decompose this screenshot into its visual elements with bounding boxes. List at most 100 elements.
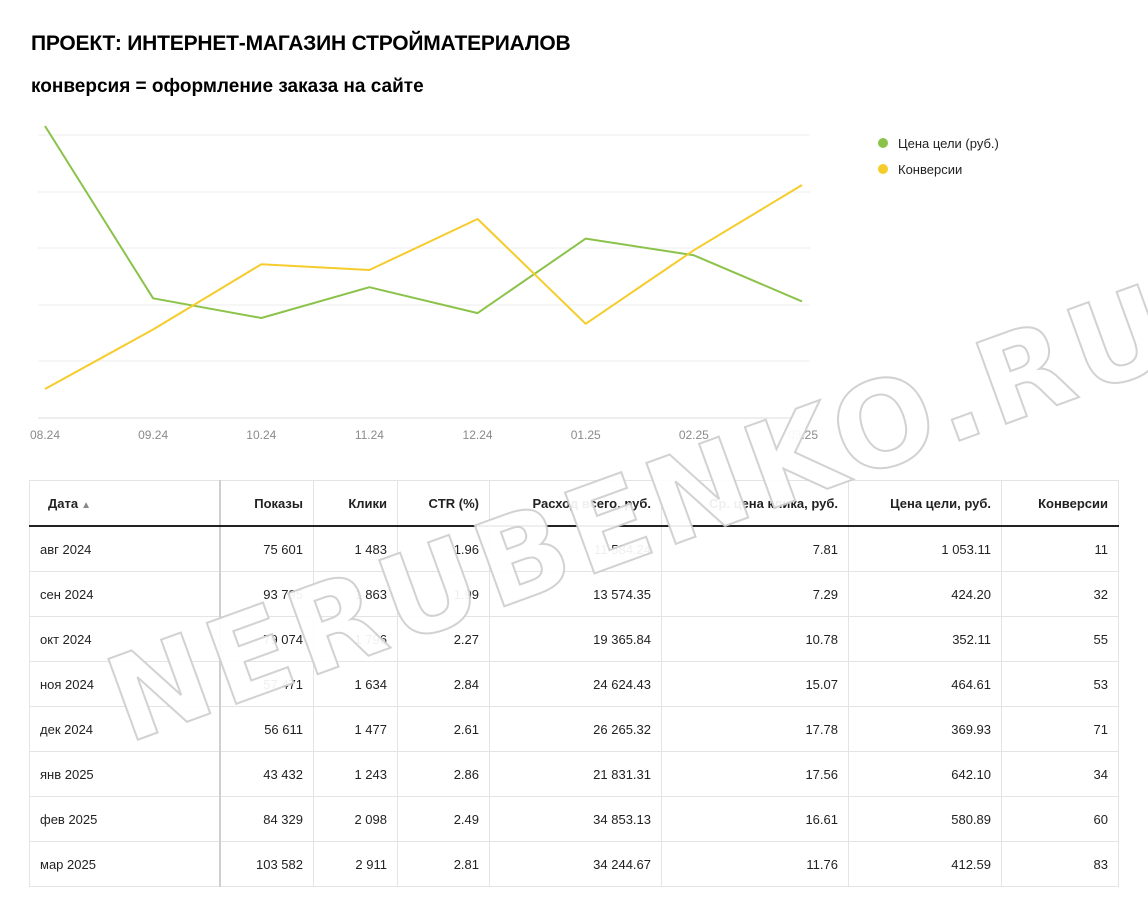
table-cell: окт 2024: [29, 616, 221, 662]
column-header[interactable]: Ср. цена клика, руб.: [661, 480, 849, 527]
table-cell: 10.78: [661, 616, 849, 662]
table-cell: 84 329: [219, 796, 314, 842]
table-cell: 53: [1001, 661, 1119, 707]
table-cell: авг 2024: [29, 525, 221, 572]
column-header[interactable]: CTR (%): [397, 480, 490, 527]
table-cell: 34: [1001, 751, 1119, 797]
table-cell: 2.61: [397, 706, 490, 752]
series-line-goal-price: [44, 125, 803, 319]
table-cell: 13 574.35: [489, 571, 662, 617]
column-header-label: Дата: [48, 495, 79, 511]
x-tick-label: 09.24: [138, 428, 168, 442]
table-cell: 21 831.31: [489, 751, 662, 797]
legend-label: Цена цели (руб.): [898, 135, 999, 151]
table-row: сен 2024 93 795 1 863 1.99 13 574.35 7.29 424.…: [29, 571, 1119, 617]
table-cell: 2.81: [397, 841, 490, 887]
x-tick-label: 12.24: [463, 428, 493, 442]
table-cell: 71: [1001, 706, 1119, 752]
table-cell: дек 2024: [29, 706, 221, 752]
table-row: мар 2025 103 582 2 911 2.81 34 244.67 11.76 41…: [29, 841, 1119, 887]
table-cell: сен 2024: [29, 571, 221, 617]
column-header-label: Ср. цена клика, руб.: [709, 495, 838, 511]
table-cell: 43 432: [219, 751, 314, 797]
table-cell: 7.81: [661, 525, 849, 572]
table-cell: 580.89: [848, 796, 1002, 842]
table-cell: 1 243: [313, 751, 398, 797]
table-cell: 93 795: [219, 571, 314, 617]
table-cell: 1 477: [313, 706, 398, 752]
table-cell: 1 483: [313, 525, 398, 572]
table-cell: 1 796: [313, 616, 398, 662]
page-title: ПРОЕКТ: ИНТЕРНЕТ-МАГАЗИН СТРОЙМАТЕРИАЛОВ: [31, 32, 571, 55]
table-cell: 1.99: [397, 571, 490, 617]
table-cell: 2 098: [313, 796, 398, 842]
table-cell: 24 624.43: [489, 661, 662, 707]
table-cell: 34 853.13: [489, 796, 662, 842]
table-row: фев 2025 84 329 2 098 2.49 34 853.13 16.61 580…: [29, 796, 1119, 842]
column-header[interactable]: Конверсии: [1001, 480, 1119, 527]
x-tick-label: 02.25: [679, 428, 709, 442]
table-cell: 11: [1001, 525, 1119, 572]
table-cell: 412.59: [848, 841, 1002, 887]
table-cell: 32: [1001, 571, 1119, 617]
table-cell: 1 863: [313, 571, 398, 617]
x-tick-label: 08.24: [30, 428, 60, 442]
x-tick-label: 01.25: [571, 428, 601, 442]
table-body: авг 2024 75 601 1 483 1.96 11 584.24 7.81 1 05…: [29, 525, 1119, 887]
legend-dot-icon: [878, 138, 888, 148]
stats-table: Дата ▲ Показы Клики CTR (%) Расход всего, руб…: [29, 480, 1119, 887]
table-cell: 17.56: [661, 751, 849, 797]
table-row: дек 2024 56 611 1 477 2.61 26 265.32 17.78 369…: [29, 706, 1119, 752]
table-cell: 1.96: [397, 525, 490, 572]
table-cell: 57 471: [219, 661, 314, 707]
table-cell: мар 2025: [29, 841, 221, 887]
table-cell: 55: [1001, 616, 1119, 662]
column-header[interactable]: Расход всего, руб.: [489, 480, 662, 527]
table-cell: 2.27: [397, 616, 490, 662]
table-cell: ноя 2024: [29, 661, 221, 707]
column-header-label: Цена цели, руб.: [890, 495, 991, 511]
table-cell: 2 911: [313, 841, 398, 887]
table-cell: 75 601: [219, 525, 314, 572]
x-tick-label: 03.25: [788, 428, 818, 442]
table-cell: 424.20: [848, 571, 1002, 617]
table-cell: 26 265.32: [489, 706, 662, 752]
table-cell: 103 582: [219, 841, 314, 887]
table-cell: 2.49: [397, 796, 490, 842]
column-header-date[interactable]: Дата ▲: [29, 480, 221, 527]
table-cell: 1 053.11: [848, 525, 1002, 572]
chart-legend: Цена цели (руб.) Конверсии: [878, 130, 999, 182]
table-row: окт 2024 79 074 1 796 2.27 19 365.84 10.78 352…: [29, 616, 1119, 662]
table-cell: 642.10: [848, 751, 1002, 797]
table-row: авг 2024 75 601 1 483 1.96 11 584.24 7.81 1 05…: [29, 525, 1119, 572]
table-cell: 369.93: [848, 706, 1002, 752]
table-cell: 11.76: [661, 841, 849, 887]
column-header-label: CTR (%): [428, 495, 479, 511]
sort-ascending-icon[interactable]: ▲: [81, 499, 91, 511]
legend-item: Цена цели (руб.): [878, 130, 999, 156]
table-cell: 16.61: [661, 796, 849, 842]
table-header-row: Дата ▲ Показы Клики CTR (%) Расход всего, руб…: [29, 480, 1119, 527]
column-header-label: Конверсии: [1038, 495, 1108, 511]
column-header-label: Клики: [348, 495, 387, 511]
table-cell: 7.29: [661, 571, 849, 617]
column-header[interactable]: Показы: [219, 480, 314, 527]
table-row: янв 2025 43 432 1 243 2.86 21 831.31 17.56 642…: [29, 751, 1119, 797]
table-cell: 60: [1001, 796, 1119, 842]
table-cell: 464.61: [848, 661, 1002, 707]
table-cell: 2.86: [397, 751, 490, 797]
legend-item: Конверсии: [878, 156, 999, 182]
legend-dot-icon: [878, 164, 888, 174]
x-tick-label: 11.24: [355, 428, 384, 442]
legend-label: Конверсии: [898, 161, 963, 177]
page-subtitle: конверсия = оформление заказа на сайте: [31, 76, 424, 97]
table-cell: 34 244.67: [489, 841, 662, 887]
column-header-label: Показы: [254, 495, 303, 511]
table-cell: 11 584.24: [489, 525, 662, 572]
column-header[interactable]: Цена цели, руб.: [848, 480, 1002, 527]
line-chart: 08.24 09.24 10.24 11.24 12.24 01.25 02.25 03.25: [30, 125, 818, 442]
column-header-label: Расход всего, руб.: [532, 495, 651, 511]
x-tick-label: 10.24: [246, 428, 276, 442]
column-header[interactable]: Клики: [313, 480, 398, 527]
table-cell: 352.11: [848, 616, 1002, 662]
